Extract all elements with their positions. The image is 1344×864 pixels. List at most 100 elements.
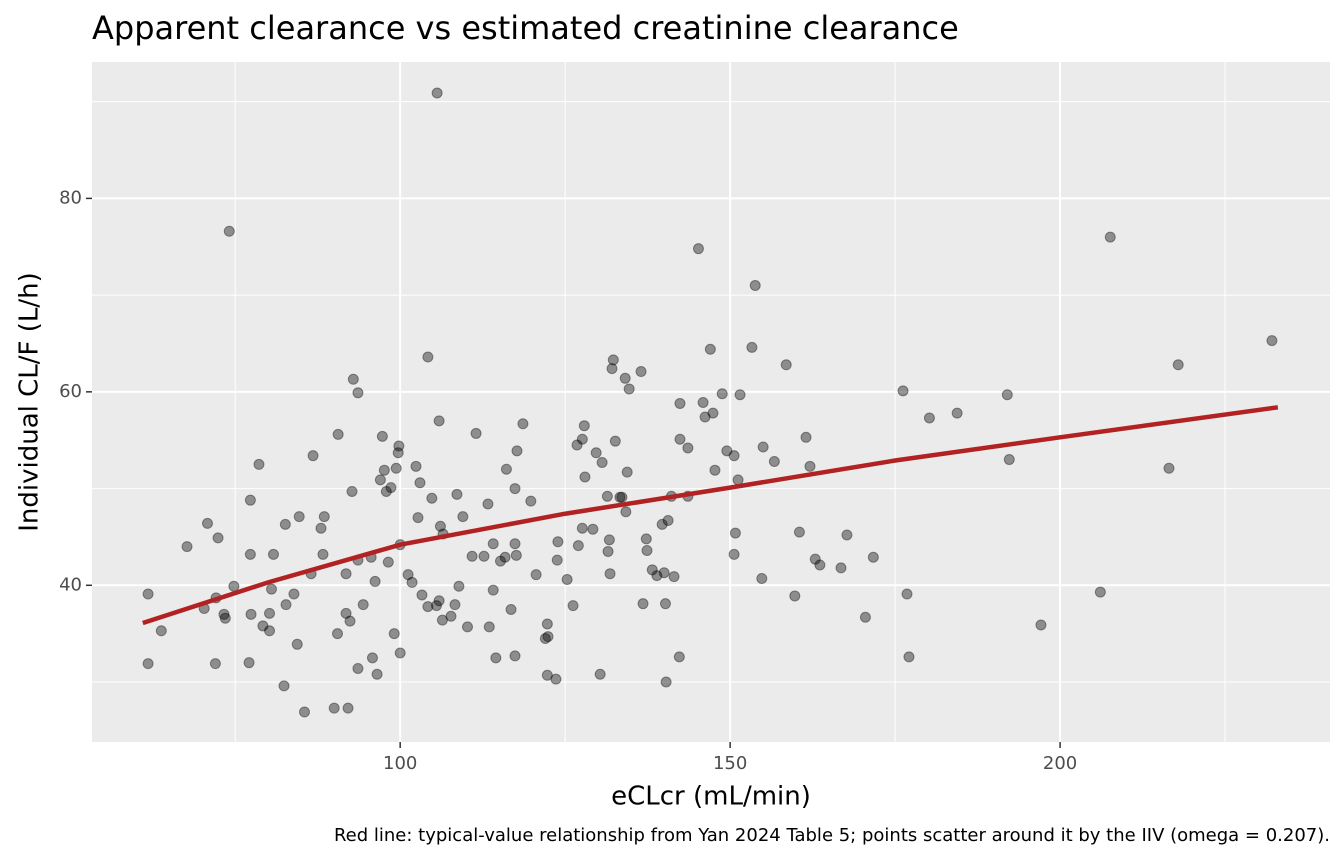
chart-title: Apparent clearance vs estimated creatini… <box>92 9 959 47</box>
point <box>416 589 428 601</box>
point <box>244 494 256 506</box>
point <box>382 556 394 568</box>
point <box>298 706 310 718</box>
point <box>264 625 276 637</box>
point <box>347 373 359 385</box>
point <box>434 520 446 532</box>
point <box>267 548 279 560</box>
point <box>673 651 685 663</box>
point <box>835 562 847 574</box>
point <box>499 551 511 563</box>
point <box>342 702 354 714</box>
point <box>658 567 670 579</box>
point <box>637 598 649 610</box>
point <box>410 460 422 472</box>
point <box>602 545 614 557</box>
point <box>525 495 537 507</box>
point <box>571 439 583 451</box>
point <box>422 601 434 613</box>
point <box>264 607 276 619</box>
point <box>505 603 517 615</box>
point <box>478 550 490 562</box>
point <box>682 442 694 454</box>
x-tick-label: 150 <box>713 753 747 774</box>
point <box>530 569 542 581</box>
point <box>576 433 588 445</box>
point <box>749 279 761 291</box>
point <box>431 87 443 99</box>
y-axis-title: Individual CL/F (L/h) <box>15 272 45 532</box>
point <box>340 607 352 619</box>
point <box>756 573 768 585</box>
point <box>265 583 277 595</box>
point <box>315 522 327 534</box>
point <box>567 600 579 612</box>
point <box>897 385 909 397</box>
point <box>482 498 494 510</box>
y-tick-label: 60 <box>59 381 82 402</box>
point <box>709 464 721 476</box>
point <box>328 702 340 714</box>
point <box>660 676 672 688</box>
point <box>867 551 879 563</box>
point <box>318 511 330 523</box>
point <box>780 359 792 371</box>
point <box>483 621 495 633</box>
point <box>366 652 378 664</box>
point <box>317 548 329 560</box>
trend-line <box>142 405 1279 626</box>
point <box>607 354 619 366</box>
x-tick-label: 100 <box>383 753 417 774</box>
point <box>757 441 769 453</box>
point <box>280 599 292 611</box>
point <box>590 447 602 459</box>
y-tick-label: 80 <box>59 187 82 208</box>
point <box>1001 389 1013 401</box>
point <box>901 588 913 600</box>
point <box>332 428 344 440</box>
point <box>402 569 414 581</box>
point <box>1172 359 1184 371</box>
point <box>541 669 553 681</box>
point <box>451 488 463 500</box>
point <box>218 608 230 620</box>
point <box>621 466 633 478</box>
point <box>487 584 499 596</box>
point <box>293 511 305 523</box>
point <box>510 549 522 561</box>
point <box>142 658 154 670</box>
point <box>646 564 658 576</box>
point <box>1104 231 1116 243</box>
point <box>278 680 290 692</box>
point <box>789 590 801 602</box>
point <box>155 625 167 637</box>
point <box>578 420 590 432</box>
point <box>768 455 780 467</box>
point <box>561 573 573 585</box>
point <box>517 418 529 430</box>
point <box>542 631 554 643</box>
point <box>376 430 388 442</box>
point <box>181 541 193 553</box>
point <box>509 483 521 495</box>
point <box>587 523 599 535</box>
point <box>212 532 224 544</box>
point <box>699 411 711 423</box>
point <box>729 527 741 539</box>
point <box>344 615 356 627</box>
point <box>728 450 740 462</box>
point <box>1094 586 1106 598</box>
caption: Red line: typical-value relationship fro… <box>334 825 1330 846</box>
point <box>288 588 300 600</box>
point <box>804 460 816 472</box>
point <box>331 628 343 640</box>
point <box>734 389 746 401</box>
point <box>641 544 653 556</box>
point <box>414 477 426 489</box>
point <box>1266 335 1278 347</box>
y-tick-label: 40 <box>59 574 82 595</box>
point <box>257 620 269 632</box>
axes: 100 150 200 40 60 80 <box>59 187 1077 774</box>
point <box>461 621 473 633</box>
